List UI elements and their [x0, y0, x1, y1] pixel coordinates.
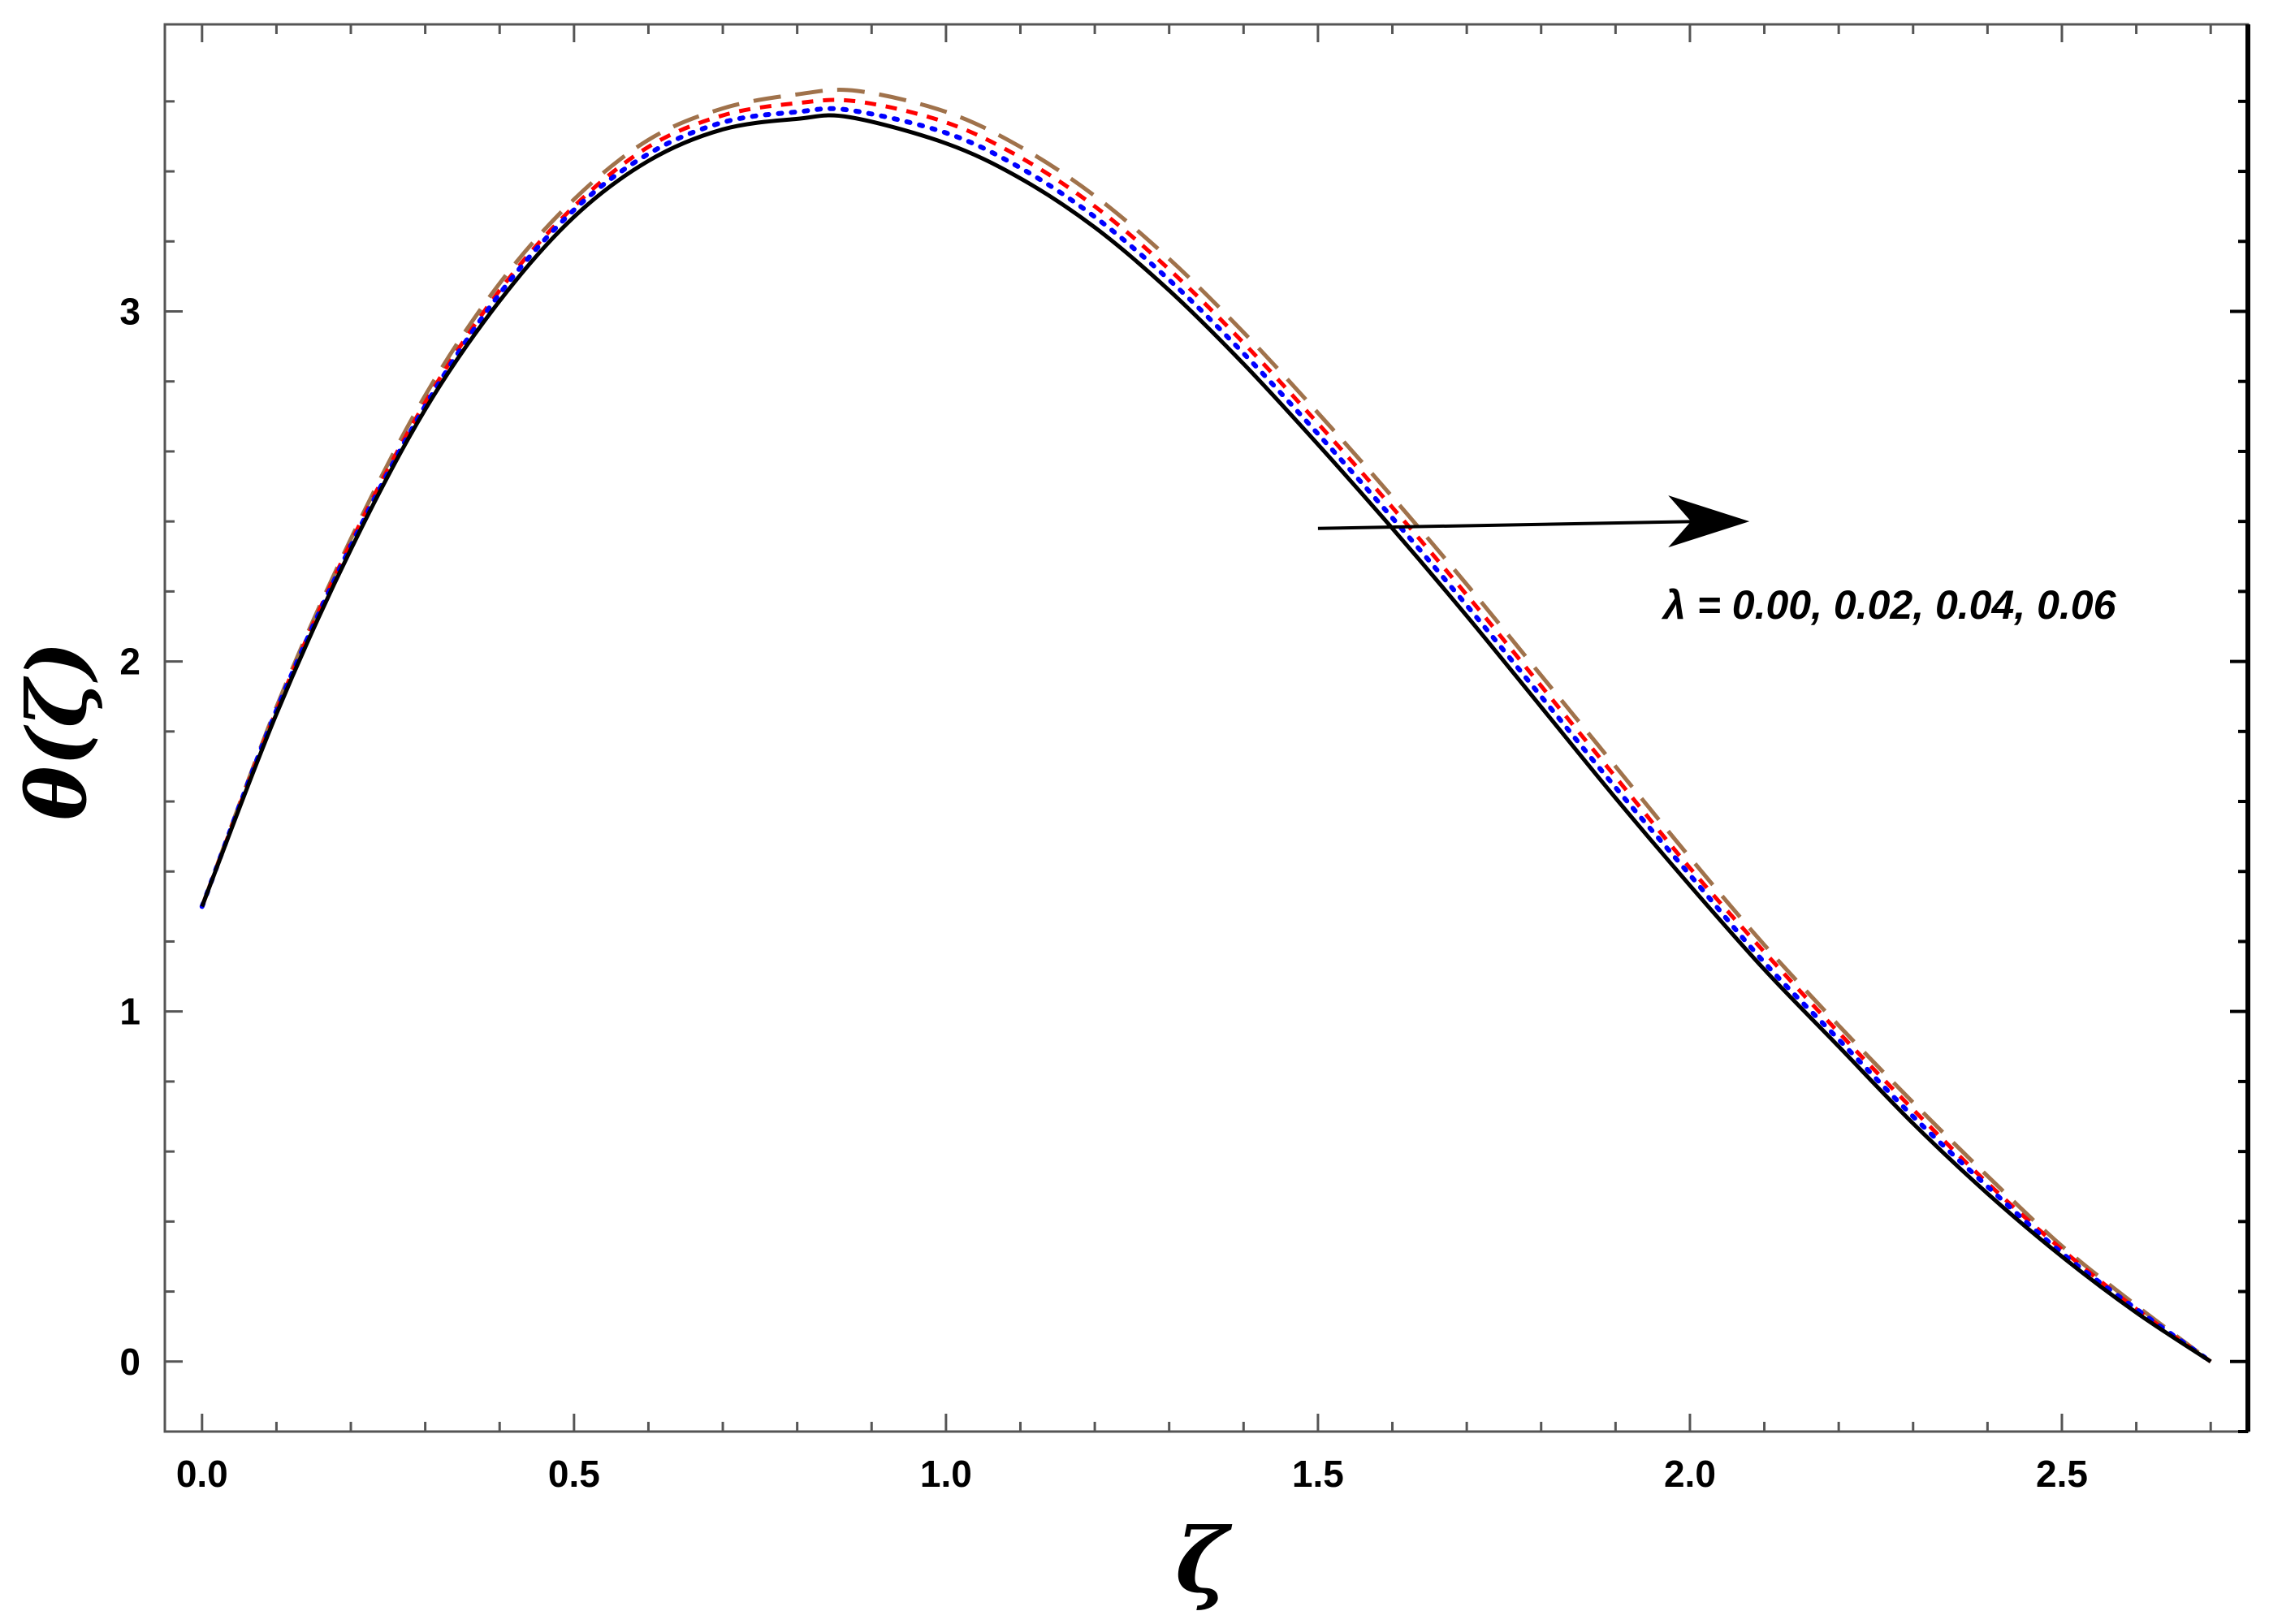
x-tick-label: 0.5	[548, 1453, 600, 1495]
y-tick-label: 3	[119, 290, 140, 332]
series-line-dashed	[200, 97, 2212, 1363]
series-line-longdash	[200, 88, 2212, 1363]
x-tick-label: 1.0	[920, 1453, 972, 1495]
x-tick-label: 0.0	[176, 1453, 228, 1495]
plot-frame	[163, 23, 2250, 1433]
x-tick-label: 1.5	[1292, 1453, 1344, 1495]
y-axis-title: θ(ζ)	[9, 641, 105, 821]
arrow-head	[1668, 495, 1750, 548]
annotation-arrow	[1317, 495, 1750, 548]
y-tick-label: 1	[119, 991, 140, 1033]
series-lines	[199, 88, 2214, 1364]
x-tick-label: 2.0	[1664, 1453, 1716, 1495]
tick-labels: 0.0 0.5 1.0 1.5 2.0 2.5 0 1 2 3	[119, 290, 2088, 1495]
x-tick-label: 2.5	[2036, 1453, 2088, 1495]
arrow-shaft	[1317, 520, 1701, 530]
ticks	[165, 24, 2248, 1433]
y-tick-label: 0	[119, 1341, 140, 1383]
x-axis-title: ζ	[1175, 1508, 1232, 1613]
y-tick-label: 2	[119, 641, 140, 683]
annotation-text: λ = 0.00, 0.02, 0.04, 0.06	[1661, 582, 2117, 628]
series-line-solid	[200, 113, 2212, 1363]
